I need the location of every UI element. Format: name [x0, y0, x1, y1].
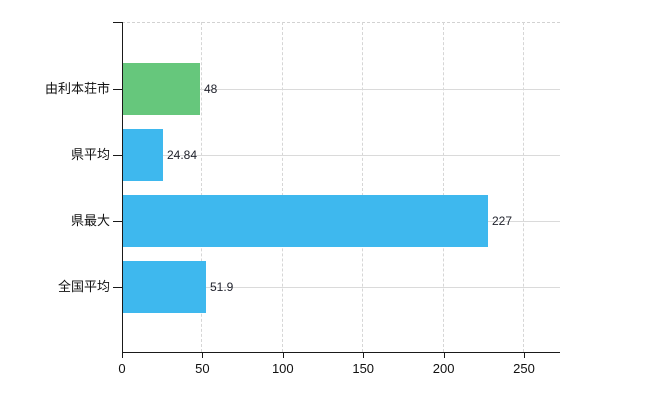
y-gridline [123, 287, 560, 288]
y-axis-tick [113, 89, 122, 90]
category-label: 全国平均 [57, 279, 110, 294]
y-axis-tick [113, 287, 122, 288]
y-axis-tick [113, 155, 122, 156]
bar [123, 129, 163, 181]
x-tick-label: 150 [352, 361, 375, 376]
x-tick-label: 250 [513, 361, 535, 376]
x-axis-tick [443, 353, 445, 358]
bar [123, 63, 200, 115]
x-gridline [442, 22, 444, 352]
bar [123, 261, 206, 313]
x-tick-label: 0 [118, 361, 126, 376]
x-axis-tick [363, 353, 365, 358]
y-axis-tick [113, 221, 122, 222]
y-axis-line [122, 22, 123, 353]
x-gridline [523, 22, 524, 352]
value-label: 227 [492, 214, 513, 228]
x-tick-label: 50 [195, 361, 210, 376]
x-axis-tick [524, 353, 525, 358]
category-label: 県最大 [70, 213, 110, 228]
value-label: 51.9 [210, 280, 234, 294]
x-axis-line [122, 352, 560, 353]
x-tick-label: 200 [432, 361, 455, 376]
y-gridline [123, 89, 560, 90]
x-tick-label: 100 [271, 361, 294, 376]
x-axis-tick [122, 353, 123, 358]
x-gridline [201, 22, 203, 352]
value-label: 48 [204, 82, 218, 96]
bar [123, 195, 488, 247]
x-axis-tick [282, 353, 284, 358]
x-gridline [362, 22, 364, 352]
y-gridline [123, 155, 560, 156]
axis-top-tick [113, 22, 122, 23]
category-label: 県平均 [70, 147, 110, 162]
value-label: 24.84 [167, 148, 198, 162]
x-axis-tick [202, 353, 204, 358]
x-gridline [281, 22, 283, 352]
category-label: 由利本荘市 [44, 81, 110, 96]
plot-top-border [122, 22, 560, 23]
